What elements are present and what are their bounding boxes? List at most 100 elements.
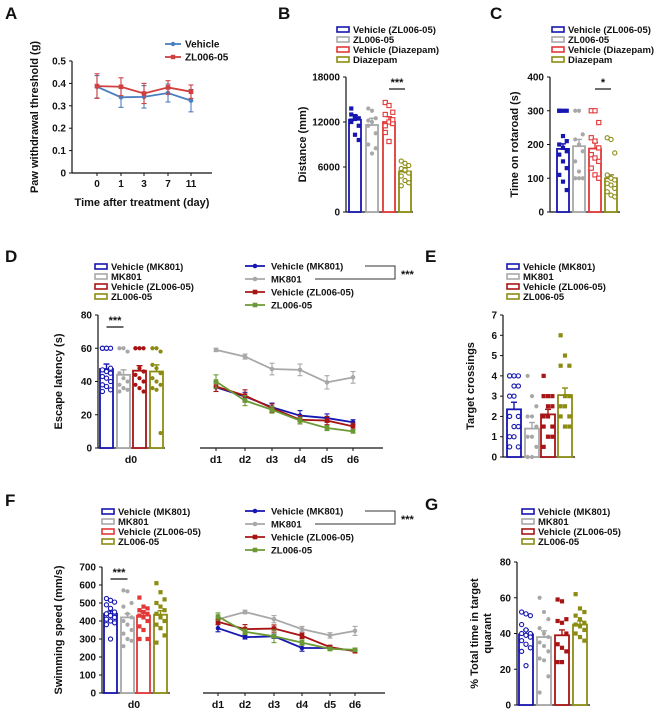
data-point (506, 373, 513, 379)
legend-label: ZL006-05 (118, 537, 160, 548)
data-point (373, 131, 378, 136)
data-point (382, 99, 388, 106)
data-point (107, 365, 114, 371)
legend-marker (252, 547, 258, 553)
legend-label: Vehicle (ZL006-05) (353, 25, 436, 36)
x-tick-label: d2 (239, 699, 251, 711)
data-point (121, 346, 126, 351)
data-point (608, 182, 614, 188)
data-point (213, 379, 219, 384)
data-point (612, 185, 618, 192)
legend-swatch (336, 36, 350, 43)
data-point (573, 108, 578, 113)
data-point (299, 626, 305, 632)
data-point (557, 108, 562, 113)
data-point (103, 616, 110, 622)
x-tick-label: 11 (186, 179, 197, 190)
data-point (299, 633, 305, 639)
data-point (145, 606, 150, 611)
data-point (129, 638, 134, 643)
legend-label: MK801 (538, 517, 569, 528)
y-tick-label: 0 (505, 701, 511, 712)
data-point (555, 618, 560, 624)
data-point (129, 615, 134, 620)
series-line (217, 621, 356, 653)
data-point (103, 602, 110, 608)
significance-bracket (315, 510, 396, 525)
data-point (299, 640, 305, 645)
data-point (154, 600, 159, 606)
data-point (125, 611, 130, 616)
legend-marker (252, 289, 258, 295)
data-point (576, 142, 582, 147)
data-point (125, 379, 130, 384)
data-point (518, 648, 525, 655)
data-point (107, 370, 114, 376)
data-point (107, 618, 114, 624)
data-point (366, 142, 371, 147)
panel-label-c: C (490, 4, 502, 23)
data-point (529, 414, 535, 419)
bar (365, 124, 379, 213)
data-point (506, 434, 513, 440)
data-point (103, 383, 110, 390)
data-point (369, 119, 375, 125)
y-axis-title: Escape latency (s) (53, 333, 65, 429)
data-point (541, 373, 546, 378)
x-tick-label: d1 (212, 699, 224, 711)
data-point (518, 609, 525, 615)
x-tick-label: d6 (347, 454, 359, 466)
legend-marker (252, 276, 258, 282)
data-point (537, 626, 542, 631)
data-point (564, 631, 569, 636)
data-point (297, 418, 303, 423)
data-point (612, 177, 618, 183)
panel-label-a: A (5, 4, 17, 23)
data-point (369, 108, 375, 113)
data-point (515, 373, 522, 379)
series-line (217, 611, 356, 637)
data-point (103, 611, 110, 617)
data-point (111, 599, 118, 605)
series-line (215, 385, 354, 428)
data-point (523, 632, 529, 638)
data-point (242, 609, 248, 615)
data-point (545, 414, 551, 419)
data-point (406, 170, 412, 176)
legend-label: Vehicle (MK801) (118, 507, 190, 518)
data-point (573, 613, 578, 618)
data-point (596, 119, 602, 126)
data-point (580, 149, 585, 154)
legend-swatch (336, 56, 350, 63)
data-point (546, 634, 551, 640)
data-point (158, 590, 163, 595)
legend-label: ZL006-05 (523, 292, 565, 303)
y-tick-label: 80 (81, 311, 93, 322)
y-tick-label: 0 (60, 169, 66, 180)
data-point (137, 595, 142, 600)
data-point (541, 609, 547, 615)
legend-label: Vehicle (Diazepam) (568, 45, 654, 56)
data-point (541, 414, 546, 419)
data-point (573, 137, 578, 142)
data-point (537, 595, 542, 600)
data-point (107, 597, 114, 603)
data-point (125, 589, 130, 594)
data-point (604, 189, 610, 195)
data-point (107, 605, 114, 612)
data-point (612, 150, 618, 156)
x-tick-label: d6 (349, 699, 361, 711)
legend-label: Vehicle (ZL006-05) (111, 282, 194, 293)
data-point (582, 627, 587, 633)
legend-swatch (506, 273, 520, 280)
legend-swatch (551, 26, 565, 33)
data-point (382, 129, 388, 136)
y-tick-label: 400 (79, 617, 96, 628)
data-point (588, 135, 594, 141)
data-point (141, 609, 146, 615)
charts: 0 0.1 0.2 0.3 0.4 0.5 Paw withdrawal threshold… (29, 25, 654, 712)
data-point (349, 106, 354, 111)
data-point (515, 444, 522, 450)
legend-label: Vehicle (MK801) (538, 507, 610, 518)
data-point (121, 588, 126, 593)
